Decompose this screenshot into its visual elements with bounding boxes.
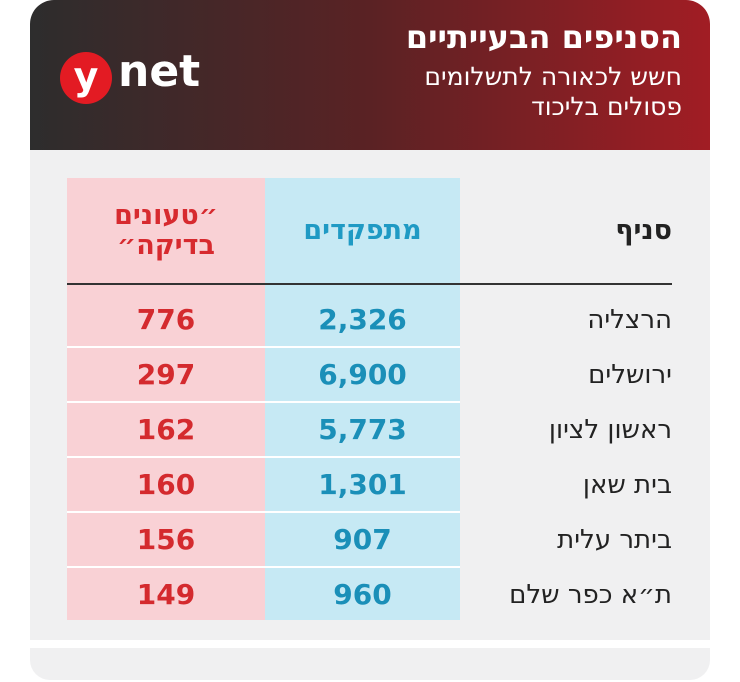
- table-cell: 960: [333, 578, 392, 611]
- table-cell: 776: [136, 303, 196, 336]
- table-cell: הרצליה: [587, 304, 672, 335]
- row-separator: [67, 511, 265, 513]
- table-cell: 156: [136, 523, 196, 556]
- footer-bar: [30, 648, 710, 680]
- table-cell: 6,900: [318, 358, 407, 391]
- logo-mark: y: [60, 52, 112, 104]
- row-separator: [67, 346, 265, 348]
- row-separator: [265, 401, 460, 403]
- row-separator: [265, 566, 460, 568]
- logo-text: net: [118, 46, 201, 97]
- column-header: מתפקדים: [303, 214, 422, 246]
- row-separator: [265, 511, 460, 513]
- title: הסניפים הבעייתיים: [405, 18, 682, 56]
- column-header: סניף: [615, 214, 672, 246]
- row-separator: [265, 456, 460, 458]
- row-separator: [67, 401, 265, 403]
- header: הסניפים הבעייתיים חשש לכאורה לתשלומים פס…: [30, 0, 710, 150]
- subtitle: חשש לכאורה לתשלומים: [424, 62, 682, 91]
- table-cell: 5,773: [318, 413, 407, 446]
- table-column: ״טעונים בדיקה״ 776 297 162 160 156 149: [67, 178, 265, 620]
- table-cell: 149: [136, 578, 196, 611]
- table-cell: בית שאן: [582, 469, 672, 500]
- row-separator: [265, 346, 460, 348]
- rows: 776 297 162 160 156 149: [67, 293, 265, 621]
- rows: הרצליה ירושלים ראשון לציון בית שאן ביתר עלית…: [460, 293, 672, 621]
- table-cell: 907: [333, 523, 392, 556]
- table-cell: 160: [136, 468, 196, 501]
- table-cell: ירושלים: [588, 359, 672, 390]
- table-cell: 297: [136, 358, 196, 391]
- table-cell: ביתר עלית: [557, 524, 672, 555]
- row-separator: [67, 566, 265, 568]
- column-header: ״טעונים בדיקה״: [114, 199, 218, 261]
- table-cell: 1,301: [318, 468, 407, 501]
- subtitle: פסולים בליכוד: [531, 92, 682, 121]
- table-column: סניף הרצליה ירושלים ראשון לציון בית שאן ביתר …: [460, 178, 672, 620]
- table-column: מתפקדים 2,326 6,900 5,773 1,301 907 960: [265, 178, 460, 620]
- table-cell: 162: [136, 413, 196, 446]
- table-cell: ת״א כפר שלם: [509, 579, 672, 610]
- header-rule: [67, 283, 672, 285]
- rows: 2,326 6,900 5,773 1,301 907 960: [265, 293, 460, 621]
- table-cell: ראשון לציון: [548, 414, 672, 445]
- table-cell: 2,326: [318, 303, 407, 336]
- row-separator: [67, 456, 265, 458]
